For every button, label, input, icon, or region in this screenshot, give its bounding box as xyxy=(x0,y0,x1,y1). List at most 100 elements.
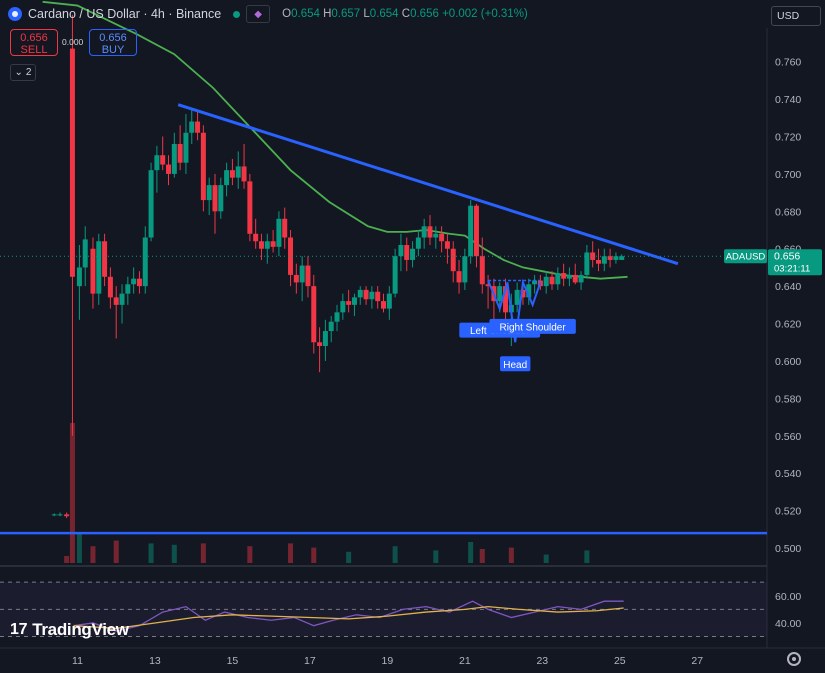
candle xyxy=(322,331,328,347)
price-tick-label: 0.680 xyxy=(775,206,801,218)
candle xyxy=(433,233,439,238)
candle xyxy=(532,280,538,285)
symbol-tag: ADAUSD xyxy=(726,252,766,263)
logo-text: TradingView xyxy=(32,620,129,639)
candle xyxy=(311,286,317,343)
candle xyxy=(229,170,235,178)
pattern-label-box xyxy=(489,318,576,334)
rsi-tick-label: 40.00 xyxy=(775,618,801,630)
time-tick-label: 23 xyxy=(536,655,548,667)
candle xyxy=(439,233,445,242)
candle xyxy=(392,256,398,294)
spread-value: 0.000 xyxy=(62,37,84,47)
candle xyxy=(82,239,88,268)
volume-bar xyxy=(346,551,352,563)
candle xyxy=(102,241,108,277)
price-tick-label: 0.760 xyxy=(775,57,801,69)
price-tick-label: 0.640 xyxy=(775,281,801,293)
candle xyxy=(468,205,474,257)
candle xyxy=(404,244,410,260)
candle xyxy=(375,291,381,302)
candle xyxy=(317,342,323,347)
candle xyxy=(462,256,468,283)
sell-price: 0.656 xyxy=(20,32,48,44)
candle xyxy=(171,143,177,174)
candle xyxy=(555,273,561,285)
head-shoulders-pattern xyxy=(487,278,542,343)
buy-button[interactable]: 0.656 BUY xyxy=(89,29,137,56)
sell-label: SELL xyxy=(20,44,48,56)
candle xyxy=(398,244,404,257)
chart-header: Cardano / US Dollar · 4h · Binance ◆ O0.… xyxy=(8,5,528,23)
candle xyxy=(613,256,619,260)
candle xyxy=(473,205,479,257)
candle xyxy=(148,170,154,238)
rsi-ma-line xyxy=(73,605,624,630)
candle xyxy=(497,286,503,302)
candle xyxy=(90,248,96,294)
candle xyxy=(119,293,125,305)
market-status-icon xyxy=(233,10,241,18)
currency-select[interactable]: USD xyxy=(771,6,821,26)
price-tick-label: 0.720 xyxy=(775,131,801,143)
volume-bar xyxy=(76,533,82,563)
settings-gear-icon[interactable] xyxy=(787,652,801,666)
volume-bar xyxy=(90,546,96,563)
candle xyxy=(142,237,148,287)
indicator-link-icon[interactable]: ◆ xyxy=(246,5,271,23)
candle xyxy=(177,143,183,163)
buy-label: BUY xyxy=(101,44,125,56)
volume-bar xyxy=(584,550,590,563)
cardano-coin-icon xyxy=(8,7,22,21)
candle xyxy=(299,265,305,283)
volume-bar xyxy=(200,543,206,563)
volume-bar xyxy=(392,546,398,563)
high-value: 0.657 xyxy=(331,8,361,20)
time-tick-label: 21 xyxy=(459,655,471,667)
candle xyxy=(386,293,392,309)
time-tick-label: 19 xyxy=(382,655,394,667)
candle xyxy=(566,274,572,279)
volume-bar xyxy=(247,546,253,563)
volume-bar xyxy=(113,540,119,563)
candle xyxy=(113,297,119,305)
candle xyxy=(189,121,195,133)
candle xyxy=(346,301,352,305)
candle xyxy=(107,276,113,298)
indicators-toggle[interactable]: ⌄ 2 xyxy=(10,64,36,81)
symbol-tag-box xyxy=(724,249,767,264)
candle xyxy=(543,276,549,287)
volume-bar xyxy=(148,543,154,563)
candle xyxy=(305,265,311,287)
candle xyxy=(200,132,206,201)
candle xyxy=(136,278,142,287)
low-value: 0.654 xyxy=(369,8,399,20)
candle xyxy=(253,233,259,242)
symbol-title[interactable]: Cardano / US Dollar · 4h · Binance xyxy=(28,7,222,21)
price-tick-label: 0.700 xyxy=(775,169,801,181)
candle xyxy=(328,321,334,332)
candle xyxy=(288,237,294,275)
candle xyxy=(351,297,357,305)
candle xyxy=(270,241,276,247)
volume-bar xyxy=(468,542,474,563)
time-tick-label: 17 xyxy=(304,655,316,667)
candle xyxy=(520,289,526,298)
last-price-tag: 0.656 xyxy=(774,251,800,263)
sell-button[interactable]: 0.656 SELL xyxy=(10,29,58,56)
change-value: +0.002 (+0.31%) xyxy=(442,8,528,20)
candle xyxy=(601,256,607,264)
candle xyxy=(595,259,601,264)
price-tick-label: 0.500 xyxy=(775,543,801,555)
rsi-tick-label: 60.00 xyxy=(775,591,801,603)
volume-bar xyxy=(479,549,485,563)
candle xyxy=(619,256,625,260)
time-tick-label: 11 xyxy=(72,655,83,667)
bar-countdown: 03:21:11 xyxy=(774,264,810,275)
price-tick-label: 0.620 xyxy=(775,319,801,331)
price-tick-label: 0.540 xyxy=(775,468,801,480)
volume-bar xyxy=(288,543,294,563)
candle xyxy=(450,248,456,272)
price-tick-label: 0.520 xyxy=(775,506,801,518)
